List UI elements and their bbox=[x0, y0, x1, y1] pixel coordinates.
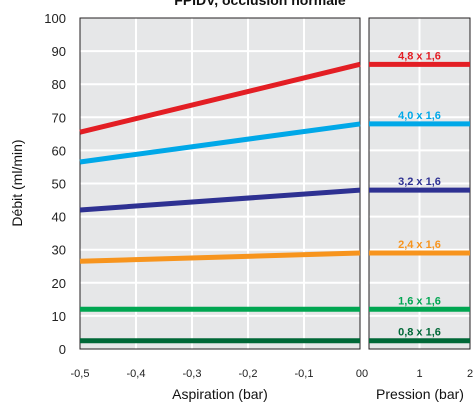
plot-frame bbox=[368, 17, 471, 350]
pression-panel: 0 1 2 bbox=[362, 17, 473, 380]
series-labels: 4,8 x 1,6 4,0 x 1,6 3,2 x 1,6 2,4 x 1,6 1,6 … bbox=[398, 50, 441, 338]
y-tick-label: 70 bbox=[52, 110, 66, 125]
y-tick-label: 60 bbox=[52, 143, 66, 158]
series-lines bbox=[79, 61, 470, 344]
y-tick-label: 80 bbox=[52, 77, 66, 92]
chart-title: FPIDV, occlusion normale bbox=[174, 0, 346, 8]
series-label: 4,0 x 1,6 bbox=[398, 110, 441, 122]
y-tick-label: 20 bbox=[52, 276, 66, 291]
x-axis-title-pression: Pression (bar) bbox=[376, 386, 464, 402]
series-line-aspiration bbox=[79, 61, 361, 135]
x-tick-label: 0 bbox=[362, 368, 368, 380]
series-label: 2,4 x 1,6 bbox=[398, 239, 441, 251]
series-label: 1,6 x 1,6 bbox=[398, 295, 441, 307]
y-tick-label: 40 bbox=[52, 210, 66, 225]
x-tick-label: 0 bbox=[356, 368, 362, 380]
plot-frame bbox=[79, 17, 361, 350]
y-tick-labels: 0 10 20 30 40 50 60 70 80 90 100 bbox=[44, 11, 66, 357]
series-label: 4,8 x 1,6 bbox=[398, 50, 441, 62]
x-tick-label: -0,4 bbox=[127, 368, 146, 380]
x-tick-label: -0,5 bbox=[71, 368, 90, 380]
y-tick-label: 90 bbox=[52, 44, 66, 59]
y-tick-label: 0 bbox=[59, 342, 66, 357]
series-line-aspiration bbox=[79, 187, 361, 213]
x-tick-label: 2 bbox=[467, 368, 473, 380]
x-tick-label: -0,2 bbox=[239, 368, 258, 380]
series-line-aspiration bbox=[79, 121, 361, 165]
x-axis-title-aspiration: Aspiration (bar) bbox=[172, 386, 268, 402]
y-tick-label: 10 bbox=[52, 309, 66, 324]
x-tick-label: -0,3 bbox=[183, 368, 202, 380]
series-label: 3,2 x 1,6 bbox=[398, 176, 441, 188]
series-label: 0,8 x 1,6 bbox=[398, 327, 441, 339]
series-line-aspiration bbox=[79, 250, 361, 264]
x-tick-label: 1 bbox=[416, 368, 422, 380]
y-axis-title: Débit (ml/min) bbox=[9, 139, 25, 226]
y-tick-label: 100 bbox=[44, 11, 66, 26]
x-tick-label: -0,1 bbox=[295, 368, 314, 380]
y-tick-label: 30 bbox=[52, 243, 66, 258]
y-tick-label: 50 bbox=[52, 177, 66, 192]
